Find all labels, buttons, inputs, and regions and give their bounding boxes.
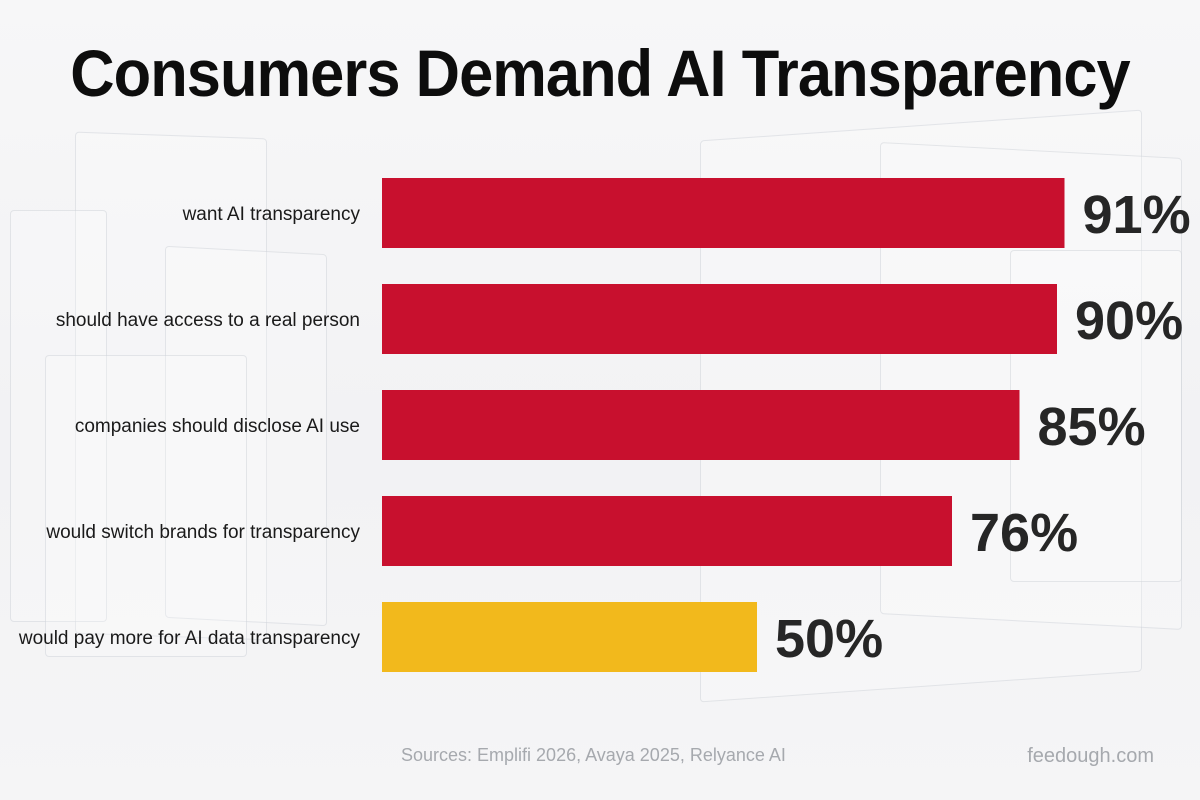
bar-5 bbox=[382, 602, 757, 672]
category-label-4: would switch brands for transparency bbox=[45, 522, 360, 543]
bar-1 bbox=[382, 178, 1065, 248]
value-label-3: 85% bbox=[1038, 397, 1146, 457]
value-label-4: 76% bbox=[970, 503, 1078, 563]
category-label-1: want AI transparency bbox=[182, 204, 361, 225]
background-panel bbox=[45, 355, 247, 657]
bar-3 bbox=[382, 390, 1020, 460]
value-label-2: 90% bbox=[1075, 291, 1183, 351]
category-label-2: should have access to a real person bbox=[56, 310, 360, 331]
category-label-3: companies should disclose AI use bbox=[75, 416, 360, 437]
category-label-5: would pay more for AI data transparency bbox=[18, 628, 361, 649]
value-label-1: 91% bbox=[1083, 185, 1191, 245]
sources-caption: Sources: Emplifi 2026, Avaya 2025, Relya… bbox=[401, 745, 786, 765]
background-panel bbox=[10, 210, 107, 622]
value-label-5: 50% bbox=[775, 609, 883, 669]
bar-2 bbox=[382, 284, 1057, 354]
site-credit: feedough.com bbox=[1027, 745, 1154, 767]
bar-4 bbox=[382, 496, 952, 566]
chart-title: Consumers Demand AI Transparency bbox=[70, 36, 1130, 110]
